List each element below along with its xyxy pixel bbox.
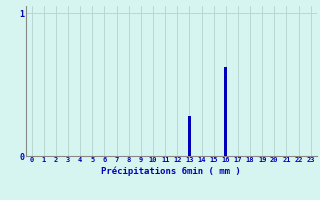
Bar	[224, 67, 227, 156]
X-axis label: Précipitations 6min ( mm ): Précipitations 6min ( mm )	[101, 166, 241, 176]
Bar	[188, 116, 191, 156]
